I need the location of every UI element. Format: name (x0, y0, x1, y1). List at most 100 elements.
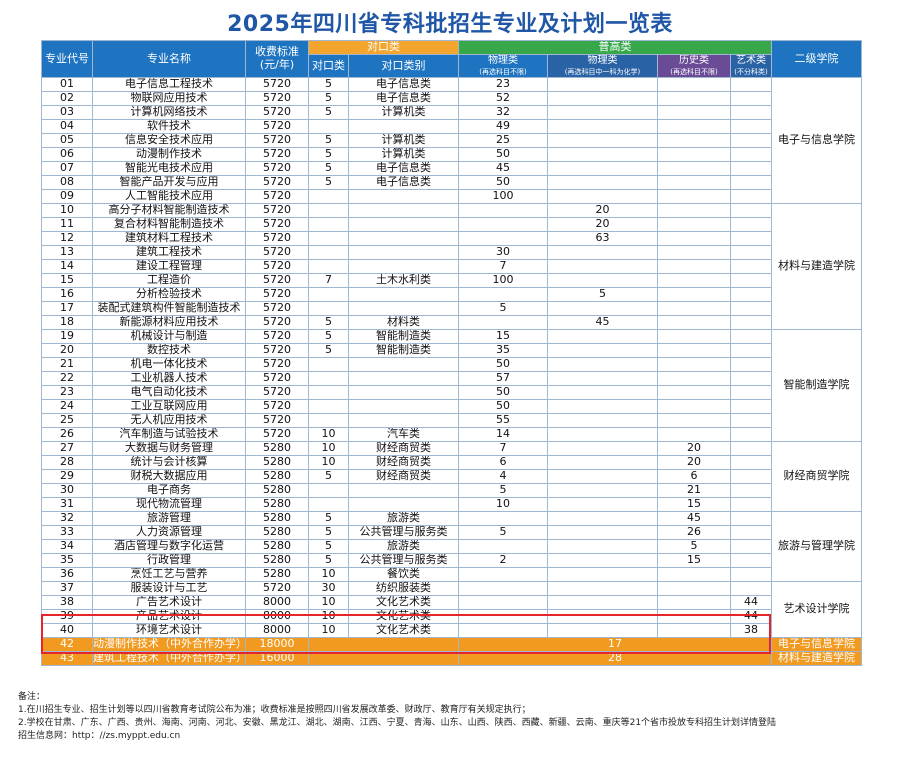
cell-empty (308, 650, 459, 666)
cell-dk (308, 356, 349, 372)
cell-ls (657, 566, 731, 582)
cell-wl2: 5 (547, 286, 658, 302)
cell-dk: 5 (308, 314, 349, 330)
cell-wl2 (547, 552, 658, 568)
header-duikou-group: 对口类 (308, 40, 459, 55)
cell-code: 18 (41, 314, 93, 330)
cell-fee: 5280 (245, 566, 309, 582)
cell-dktype (348, 384, 459, 400)
cell-wl2 (547, 412, 658, 428)
cell-wl1 (458, 230, 548, 246)
table-row: 19 机械设计与制造 5720 5 智能制造类 15 智能制造学院 (41, 328, 862, 442)
enrollment-table: 专业代号 专业名称 收费标准 (元/年) 对口类 普高类 二级学院 对口类 对口… (41, 40, 862, 666)
cell-name: 环境艺术设计 (92, 622, 246, 638)
header-fee: 收费标准 (元/年) (245, 40, 309, 78)
cell-fee: 5720 (245, 272, 309, 288)
cell-fee: 5720 (245, 356, 309, 372)
cell-ys (730, 496, 772, 512)
cell-name: 人力资源管理 (92, 524, 246, 540)
cell-code: 04 (41, 118, 93, 134)
cell-college: 材料与建造学院 (771, 650, 862, 666)
cell-dk: 30 (308, 580, 349, 596)
cell-code: 24 (41, 398, 93, 414)
cell-dk: 5 (308, 174, 349, 190)
table-row: 04 软件技术 5720 49 (41, 118, 862, 134)
cell-ls: 5 (657, 538, 731, 554)
cell-ys (730, 118, 772, 134)
cell-code: 11 (41, 216, 93, 232)
cell-dk: 10 (308, 594, 349, 610)
cell-fee: 5720 (245, 174, 309, 190)
cell-dk: 5 (308, 328, 349, 344)
cell-wl1: 7 (458, 258, 548, 274)
header-ls-sub: (再选科目不限) (670, 67, 718, 76)
cell-ls (657, 342, 731, 358)
cell-code: 10 (41, 202, 93, 218)
cell-wl2 (547, 594, 658, 610)
table-row: 35 行政管理 5280 5 公共管理与服务类 2 15 (41, 552, 862, 568)
cell-wl1: 57 (458, 370, 548, 386)
cell-wl1: 7 (458, 440, 548, 456)
cell-ls: 26 (657, 524, 731, 540)
cell-ys: 38 (730, 622, 772, 638)
cell-college: 财经商贸学院 (771, 440, 862, 512)
cell-dktype (348, 216, 459, 232)
cell-name: 智能光电技术应用 (92, 160, 246, 176)
table-row: 29 财税大数据应用 5280 5 财经商贸类 4 6 (41, 468, 862, 484)
cell-ls (657, 580, 731, 596)
cell-dktype: 财经商贸类 (348, 454, 459, 470)
cell-ys (730, 230, 772, 246)
cell-fee: 16000 (245, 650, 309, 666)
cell-name: 财税大数据应用 (92, 468, 246, 484)
table-row: 01 电子信息工程技术 5720 5 电子信息类 23 电子与信息学院 (41, 76, 862, 204)
cell-ys (730, 328, 772, 344)
cell-name: 分析检验技术 (92, 286, 246, 302)
cell-dktype: 文化艺术类 (348, 608, 459, 624)
cell-dk (308, 188, 349, 204)
cell-puguo: 28 (458, 650, 772, 666)
notes-line-1: 1.在川招生专业、招生计划等以四川省教育考试院公布为准；收费标准是按照四川省发展… (18, 705, 531, 715)
cell-name: 动漫制作技术 (92, 146, 246, 162)
cell-college: 电子与信息学院 (771, 636, 862, 652)
header-wl1-label: 物理类 (488, 55, 518, 66)
cell-wl2 (547, 566, 658, 582)
cell-fee: 5720 (245, 118, 309, 134)
cell-name: 建筑工程技术 (92, 244, 246, 260)
cell-dktype (348, 300, 459, 316)
cell-code: 39 (41, 608, 93, 624)
cell-wl2 (547, 580, 658, 596)
cell-wl1 (458, 538, 548, 554)
cell-ls (657, 608, 731, 624)
table-row: 30 电子商务 5280 5 21 (41, 482, 862, 498)
cell-college: 旅游与管理学院 (771, 510, 862, 582)
cell-college: 材料与建造学院 (771, 202, 862, 330)
cell-wl2: 20 (547, 202, 658, 218)
cell-wl1: 52 (458, 90, 548, 106)
cell-name: 新能源材料应用技术 (92, 314, 246, 330)
cell-wl2 (547, 188, 658, 204)
cell-ys (730, 146, 772, 162)
cell-ys (730, 286, 772, 302)
cell-wl1: 45 (458, 160, 548, 176)
cell-fee: 5280 (245, 524, 309, 540)
cell-ls (657, 594, 731, 610)
cell-wl2 (547, 258, 658, 274)
cell-ls (657, 300, 731, 316)
header-ys-label: 艺术类 (736, 55, 766, 66)
cell-ls (657, 230, 731, 246)
cell-dktype: 汽车类 (348, 426, 459, 442)
cell-ls (657, 258, 731, 274)
cell-name: 软件技术 (92, 118, 246, 134)
cell-dk: 10 (308, 440, 349, 456)
cell-ls (657, 118, 731, 134)
table-row: 10 高分子材料智能制造技术 5720 20 材料与建造学院 (41, 202, 862, 330)
cell-fee: 8000 (245, 594, 309, 610)
cell-wl2 (547, 426, 658, 442)
cell-ls (657, 398, 731, 414)
table-row: 21 机电一体化技术 5720 50 (41, 356, 862, 372)
cell-ys (730, 132, 772, 148)
header-ys: 艺术类 (不分科类) (730, 54, 772, 78)
table-row: 06 动漫制作技术 5720 5 计算机类 50 (41, 146, 862, 162)
cell-code: 12 (41, 230, 93, 246)
header-name: 专业名称 (92, 40, 246, 78)
